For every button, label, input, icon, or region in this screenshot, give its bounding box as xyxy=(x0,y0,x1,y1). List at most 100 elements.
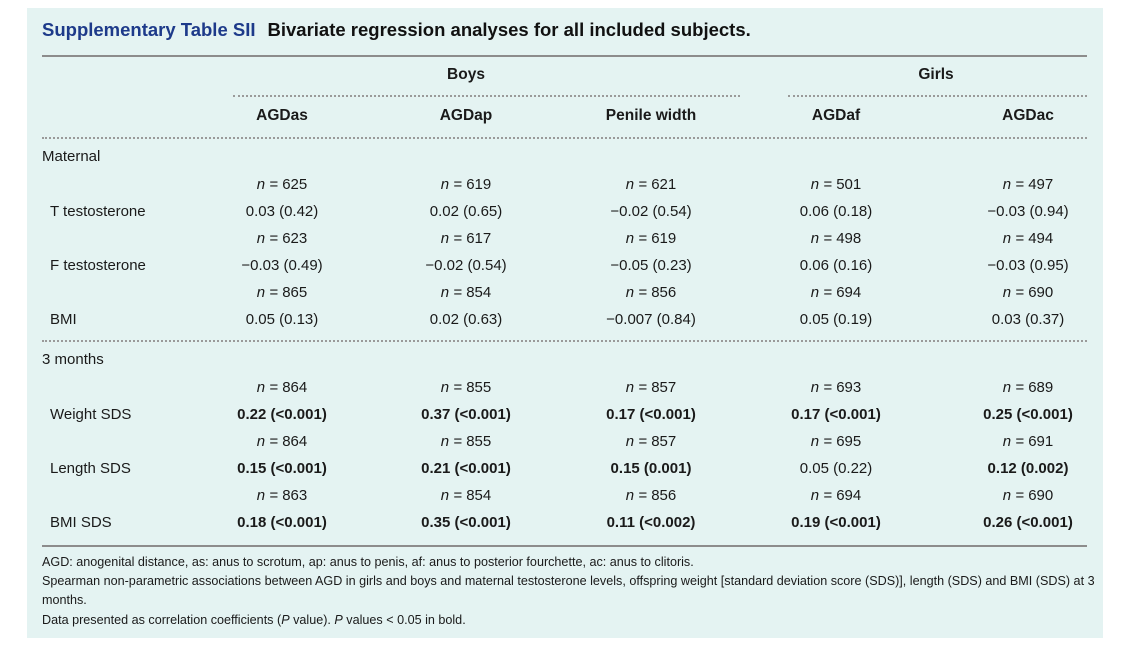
n-value: 689 xyxy=(1028,379,1054,396)
footnote-presentation: Data presented as correlation coefficien… xyxy=(42,612,466,627)
n-value: 865 xyxy=(282,284,308,301)
n-prefix: n = xyxy=(440,230,467,247)
girls-subrule xyxy=(788,95,1087,97)
n-prefix: n = xyxy=(810,230,837,247)
n-prefix: n = xyxy=(256,230,283,247)
n-cell: n = 694 xyxy=(811,487,861,504)
n-prefix: n = xyxy=(256,487,283,504)
n-prefix: n = xyxy=(625,176,652,193)
value-cell: 0.22 (<0.001) xyxy=(237,406,327,423)
value-cell: 0.05 (0.19) xyxy=(799,311,873,328)
n-value: 854 xyxy=(466,487,492,504)
value-cell: 0.11 (<0.002) xyxy=(606,514,696,531)
n-cell: n = 693 xyxy=(811,379,861,396)
row-label: Weight SDS xyxy=(50,406,132,423)
n-value: 690 xyxy=(1028,284,1054,301)
n-cell: n = 498 xyxy=(811,230,861,247)
n-value: 855 xyxy=(466,379,492,396)
value-cell: 0.02 (0.63) xyxy=(429,311,503,328)
n-cell: n = 619 xyxy=(441,176,491,193)
value-cell: −0.007 (0.84) xyxy=(606,311,696,328)
n-value: 856 xyxy=(651,284,677,301)
table-panel xyxy=(27,8,1103,638)
n-prefix: n = xyxy=(440,176,467,193)
col-header-agdap: AGDap xyxy=(439,107,493,124)
table-caption: Bivariate regression analyses for all in… xyxy=(267,19,751,40)
group-header-girls: Girls xyxy=(918,66,954,83)
n-value: 690 xyxy=(1028,487,1054,504)
value-cell: 0.03 (0.37) xyxy=(991,311,1065,328)
n-value: 854 xyxy=(466,284,492,301)
n-cell: n = 855 xyxy=(441,379,491,396)
value-cell: 0.15 (0.001) xyxy=(610,460,692,477)
n-cell: n = 854 xyxy=(441,487,491,504)
value-cell: 0.06 (0.18) xyxy=(799,203,873,220)
n-prefix: n = xyxy=(625,379,652,396)
table-title: Supplementary Table SII Bivariate regress… xyxy=(42,19,751,41)
n-prefix: n = xyxy=(440,379,467,396)
n-prefix: n = xyxy=(625,433,652,450)
n-cell: n = 690 xyxy=(1003,487,1053,504)
n-cell: n = 619 xyxy=(626,230,676,247)
n-cell: n = 864 xyxy=(257,433,307,450)
value-cell: 0.25 (<0.001) xyxy=(983,406,1073,423)
value-cell: 0.21 (<0.001) xyxy=(421,460,511,477)
n-prefix: n = xyxy=(625,230,652,247)
col-header-agdaf: AGDaf xyxy=(811,107,861,124)
row-label: BMI SDS xyxy=(50,514,112,531)
n-value: 501 xyxy=(836,176,862,193)
n-prefix: n = xyxy=(1002,487,1029,504)
n-value: 619 xyxy=(466,176,492,193)
n-prefix: n = xyxy=(810,487,837,504)
n-prefix: n = xyxy=(625,284,652,301)
value-cell: −0.02 (0.54) xyxy=(425,257,507,274)
row-label: BMI xyxy=(50,311,77,328)
n-cell: n = 854 xyxy=(441,284,491,301)
bottom-rule xyxy=(42,545,1087,547)
value-cell: −0.05 (0.23) xyxy=(610,257,692,274)
n-value: 494 xyxy=(1028,230,1054,247)
value-cell: 0.05 (0.22) xyxy=(799,460,873,477)
n-value: 617 xyxy=(466,230,492,247)
value-cell: 0.18 (<0.001) xyxy=(237,514,327,531)
n-prefix: n = xyxy=(1002,379,1029,396)
n-value: 691 xyxy=(1028,433,1054,450)
value-cell: 0.17 (<0.001) xyxy=(606,406,696,423)
header-rule xyxy=(42,137,1087,139)
value-cell: −0.03 (0.49) xyxy=(241,257,323,274)
n-value: 623 xyxy=(282,230,308,247)
value-cell: −0.03 (0.95) xyxy=(987,257,1069,274)
section-rule xyxy=(42,340,1087,342)
row-label: Length SDS xyxy=(50,460,131,477)
n-cell: n = 690 xyxy=(1003,284,1053,301)
row-label: F testosterone xyxy=(50,257,146,274)
value-cell: 0.17 (<0.001) xyxy=(791,406,881,423)
n-prefix: n = xyxy=(810,284,837,301)
col-header-agdas: AGDas xyxy=(256,107,308,124)
n-prefix: n = xyxy=(1002,284,1029,301)
n-prefix: n = xyxy=(256,433,283,450)
n-prefix: n = xyxy=(440,433,467,450)
n-prefix: n = xyxy=(1002,433,1029,450)
n-cell: n = 863 xyxy=(257,487,307,504)
n-cell: n = 856 xyxy=(626,284,676,301)
top-rule xyxy=(42,55,1087,57)
n-value: 625 xyxy=(282,176,308,193)
n-cell: n = 857 xyxy=(626,379,676,396)
n-value: 694 xyxy=(836,284,862,301)
col-header-penile-width: Penile width xyxy=(605,107,697,124)
n-value: 619 xyxy=(651,230,677,247)
value-cell: 0.15 (<0.001) xyxy=(237,460,327,477)
value-cell: 0.02 (0.65) xyxy=(429,203,503,220)
value-cell: 0.37 (<0.001) xyxy=(421,406,511,423)
section-label: 3 months xyxy=(42,351,104,368)
n-value: 855 xyxy=(466,433,492,450)
n-value: 694 xyxy=(836,487,862,504)
n-cell: n = 623 xyxy=(257,230,307,247)
value-cell: 0.19 (<0.001) xyxy=(791,514,881,531)
n-prefix: n = xyxy=(625,487,652,504)
value-cell: 0.26 (<0.001) xyxy=(983,514,1073,531)
n-value: 856 xyxy=(651,487,677,504)
n-cell: n = 494 xyxy=(1003,230,1053,247)
n-value: 693 xyxy=(836,379,862,396)
